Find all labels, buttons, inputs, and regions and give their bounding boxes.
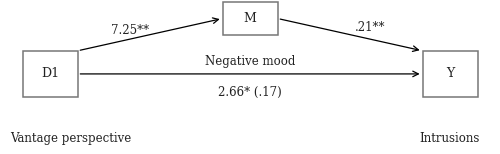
FancyBboxPatch shape — [22, 51, 78, 97]
Text: Intrusions: Intrusions — [420, 132, 480, 145]
Text: .21**: .21** — [355, 21, 385, 34]
Text: Y: Y — [446, 67, 454, 80]
FancyBboxPatch shape — [222, 2, 278, 35]
Text: M: M — [244, 12, 256, 25]
FancyBboxPatch shape — [422, 51, 478, 97]
Text: Negative mood: Negative mood — [205, 55, 295, 68]
Text: D1: D1 — [41, 67, 59, 80]
Text: 7.25**: 7.25** — [111, 24, 149, 37]
Text: 2.66* (.17): 2.66* (.17) — [218, 86, 282, 99]
Text: Vantage perspective: Vantage perspective — [10, 132, 131, 145]
